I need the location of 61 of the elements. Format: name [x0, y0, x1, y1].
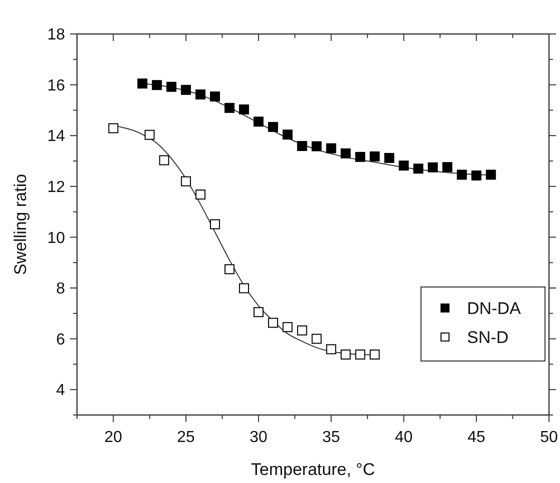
y-axis-title: Swelling ratio — [11, 174, 30, 276]
x-tick-label: 40 — [394, 429, 413, 446]
point — [210, 91, 220, 102]
point — [355, 350, 366, 360]
point — [254, 116, 264, 127]
point — [340, 350, 351, 360]
point — [312, 334, 322, 344]
x-axis-title: Temperature, °C — [251, 460, 375, 479]
point — [355, 152, 366, 162]
point — [326, 344, 336, 354]
point — [239, 104, 250, 114]
y-tick-label: 14 — [47, 128, 66, 146]
point — [224, 264, 234, 274]
point — [137, 78, 148, 89]
point — [340, 148, 351, 158]
point — [282, 322, 293, 332]
point — [384, 152, 394, 163]
point — [398, 160, 409, 171]
y-tick-label: 16 — [47, 77, 66, 94]
y-tick-label: 6 — [56, 331, 66, 348]
y-tick-label: 8 — [56, 280, 66, 298]
point — [486, 170, 496, 180]
point — [180, 176, 191, 186]
point — [108, 123, 118, 134]
point — [180, 84, 191, 95]
x-tick-label: 50 — [540, 429, 558, 446]
point — [239, 283, 250, 294]
point — [159, 155, 170, 166]
point — [195, 89, 206, 100]
x-tick-label: 30 — [250, 429, 268, 446]
point — [166, 82, 176, 92]
point — [144, 130, 155, 140]
point — [370, 350, 380, 360]
point — [152, 80, 162, 90]
point — [312, 141, 322, 152]
point — [442, 162, 452, 172]
point — [297, 141, 308, 152]
point — [268, 318, 278, 328]
x-tick-label: 45 — [467, 429, 486, 446]
point — [254, 307, 264, 318]
x-tick-label: 20 — [104, 429, 122, 446]
legend-label: SN-D — [467, 328, 509, 347]
y-tick-label: 18 — [47, 26, 66, 44]
point — [456, 170, 467, 180]
x-tick-label: 25 — [177, 429, 195, 446]
point — [224, 102, 234, 113]
x-tick-label: 35 — [322, 429, 340, 446]
point — [297, 325, 308, 336]
point — [282, 130, 293, 140]
point — [428, 162, 438, 172]
point — [370, 151, 380, 162]
point — [195, 190, 206, 200]
point — [268, 122, 278, 132]
point — [413, 164, 424, 174]
y-tick-label: 12 — [47, 179, 66, 196]
y-tick-label: 4 — [56, 382, 66, 400]
legend-label: DN-DA — [467, 298, 522, 318]
point — [210, 219, 220, 230]
y-tick-label: 10 — [47, 230, 66, 247]
point — [471, 170, 482, 180]
point — [326, 143, 336, 154]
